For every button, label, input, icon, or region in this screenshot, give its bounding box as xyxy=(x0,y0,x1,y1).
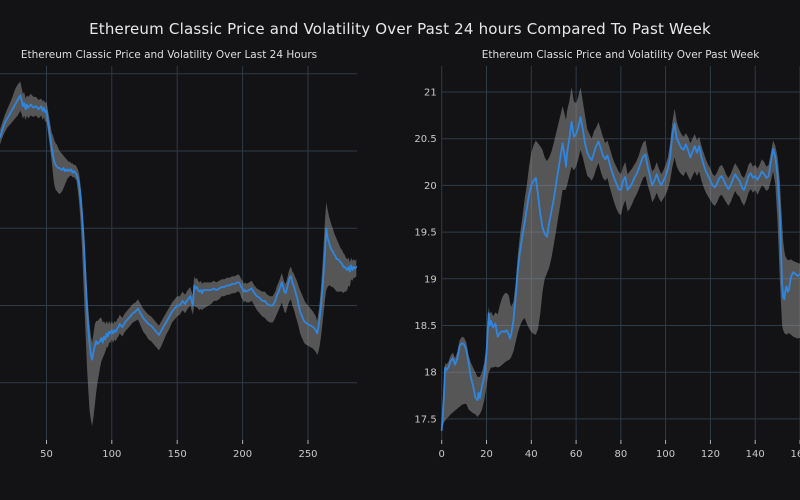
x-tick-label: 20 xyxy=(480,449,493,460)
x-tick-label: 60 xyxy=(570,449,583,460)
y-tick-label: 19 xyxy=(424,274,437,285)
x-tick-label: 120 xyxy=(701,449,720,460)
left-chart-title: Ethereum Classic Price and Volatility Ov… xyxy=(20,49,318,61)
volatility-band xyxy=(0,81,357,427)
x-tick-label: 150 xyxy=(168,449,187,460)
y-tick-label: 18.5 xyxy=(414,321,436,332)
y-tick-label: 21 xyxy=(424,88,437,99)
right-chart-title: Ethereum Classic Price and Volatility Ov… xyxy=(481,49,760,61)
x-tick-label: 80 xyxy=(615,449,628,460)
price-line xyxy=(0,94,358,361)
x-tick-label: 140 xyxy=(746,449,765,460)
x-tick-label: 100 xyxy=(102,449,121,460)
x-tick-label: 0 xyxy=(439,449,445,460)
x-tick-label: 40 xyxy=(525,449,538,460)
volatility-band xyxy=(441,87,800,433)
chart-past-week: 0 20 40 60 80 100 120 140 160 17.5 18 18.5 19 19.5 20 2… xyxy=(414,66,800,460)
x-tick-label: 100 xyxy=(656,449,675,460)
x-tick-label: 200 xyxy=(233,449,252,460)
price-line xyxy=(440,116,800,431)
y-tick-label: 20 xyxy=(424,181,437,192)
y-tick-label: 18 xyxy=(424,368,437,379)
y-tick-label: 17.5 xyxy=(414,414,436,425)
x-tick-label: 50 xyxy=(40,449,53,460)
x-tick-label: 250 xyxy=(298,449,317,460)
y-tick-label: 20.5 xyxy=(414,134,436,145)
y-tick-label: 19.5 xyxy=(414,228,436,239)
x-tick-label: 160 xyxy=(790,449,800,460)
figure-title: Ethereum Classic Price and Volatility Ov… xyxy=(89,20,711,38)
chart-last-24-hours: 50 100 150 200 250 xyxy=(0,66,358,460)
